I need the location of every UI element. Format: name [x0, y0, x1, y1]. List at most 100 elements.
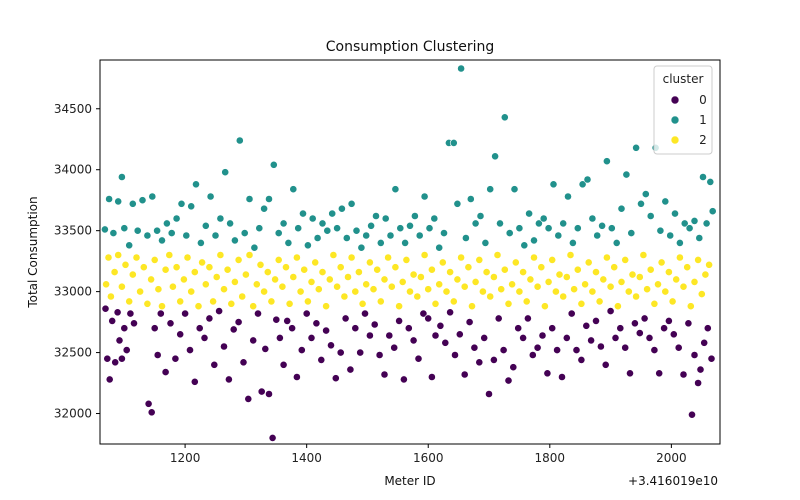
data-point-cluster-2	[424, 285, 433, 294]
data-point-cluster-0	[538, 331, 547, 340]
data-point-cluster-1	[318, 219, 327, 228]
data-point-cluster-2	[165, 251, 174, 259]
data-point-cluster-0	[239, 358, 248, 367]
data-point-cluster-0	[419, 309, 428, 318]
data-point-cluster-0	[611, 333, 620, 342]
data-point-cluster-1	[260, 204, 268, 213]
data-point-cluster-2	[256, 260, 265, 269]
data-point-cluster-0	[480, 333, 489, 342]
data-point-cluster-2	[110, 268, 119, 276]
data-point-cluster-0	[249, 336, 258, 345]
data-point-cluster-2	[336, 263, 345, 272]
data-point-cluster-1	[695, 234, 704, 242]
legend-title: cluster	[663, 72, 704, 86]
data-point-cluster-0	[272, 315, 281, 324]
data-point-cluster-0	[361, 309, 369, 318]
data-point-cluster-1	[530, 236, 538, 245]
data-point-cluster-2	[533, 282, 542, 291]
data-point-cluster-2	[632, 292, 640, 301]
data-point-cluster-1	[607, 224, 616, 233]
data-point-cluster-2	[278, 282, 287, 291]
data-point-cluster-0	[297, 346, 306, 354]
data-point-cluster-2	[639, 251, 648, 259]
data-point-cluster-1	[279, 219, 288, 228]
y-tick-label: 33000	[54, 285, 92, 299]
data-point-cluster-2	[354, 268, 363, 276]
data-point-cluster-2	[143, 299, 152, 308]
data-point-cluster-0	[606, 307, 615, 315]
data-point-cluster-0	[567, 309, 576, 318]
data-point-cluster-2	[322, 302, 330, 311]
data-point-cluster-0	[268, 433, 277, 442]
data-point-cluster-1	[449, 138, 458, 147]
data-point-cluster-1	[294, 224, 303, 233]
data-point-cluster-0	[674, 343, 683, 352]
data-point-cluster-1	[554, 231, 563, 240]
data-point-cluster-2	[114, 251, 123, 259]
data-point-cluster-1	[666, 231, 675, 240]
data-point-cluster-0	[224, 375, 233, 384]
data-point-cluster-2	[541, 302, 549, 311]
data-point-cluster-1	[342, 234, 351, 242]
data-point-cluster-1	[299, 209, 307, 218]
data-point-cluster-0	[395, 316, 403, 325]
data-point-cluster-0	[341, 314, 350, 323]
data-point-cluster-0	[317, 355, 326, 364]
data-point-cluster-0	[436, 321, 445, 330]
legend-marker-1	[670, 115, 680, 125]
data-point-cluster-1	[138, 196, 147, 205]
data-point-cluster-0	[312, 319, 321, 328]
x-offset-label: +3.416019e10	[628, 474, 718, 488]
data-point-cluster-1	[699, 173, 707, 181]
data-point-cluster-0	[665, 316, 673, 325]
data-point-cluster-1	[569, 238, 577, 247]
data-point-cluster-2	[438, 258, 447, 267]
data-point-cluster-2	[453, 275, 462, 284]
data-point-cluster-0	[111, 358, 120, 367]
data-point-cluster-2	[125, 297, 134, 306]
data-point-cluster-1	[245, 195, 254, 203]
data-point-cluster-0	[346, 365, 355, 374]
data-point-cluster-2	[227, 299, 236, 308]
data-point-cluster-0	[283, 316, 292, 325]
data-point-cluster-1	[153, 226, 161, 235]
data-point-cluster-1	[221, 168, 230, 177]
data-point-cluster-0	[519, 333, 527, 342]
data-point-cluster-1	[646, 212, 655, 220]
data-point-cluster-2	[285, 299, 294, 308]
data-point-cluster-2	[460, 282, 469, 291]
data-point-cluster-1	[284, 238, 293, 247]
data-point-cluster-1	[415, 231, 424, 240]
data-point-cluster-1	[481, 238, 490, 247]
data-point-cluster-2	[395, 302, 403, 311]
data-point-cluster-1	[114, 197, 123, 206]
data-point-cluster-2	[650, 299, 659, 308]
data-point-cluster-2	[318, 268, 327, 276]
data-point-cluster-2	[198, 258, 206, 267]
data-point-cluster-2	[391, 263, 400, 272]
data-point-cluster-0	[375, 351, 384, 359]
data-point-cluster-1	[471, 219, 480, 228]
data-point-cluster-1	[706, 177, 715, 186]
data-point-cluster-1	[671, 209, 679, 218]
data-point-cluster-1	[167, 229, 176, 237]
data-point-cluster-2	[668, 297, 677, 306]
data-point-cluster-0	[385, 331, 394, 340]
data-point-cluster-1	[177, 199, 186, 208]
data-point-cluster-0	[694, 379, 702, 387]
data-point-cluster-1	[410, 212, 419, 220]
data-point-cluster-0	[113, 308, 122, 317]
data-point-cluster-0	[265, 390, 273, 398]
data-point-cluster-2	[347, 253, 356, 262]
data-point-cluster-1	[362, 231, 371, 240]
data-point-cluster-2	[136, 287, 144, 296]
data-point-cluster-2	[705, 260, 713, 269]
data-point-cluster-2	[128, 270, 137, 279]
data-point-cluster-0	[307, 333, 316, 342]
data-point-cluster-0	[446, 308, 454, 317]
data-point-cluster-2	[657, 258, 666, 267]
data-point-cluster-0	[696, 365, 705, 374]
data-point-cluster-1	[430, 214, 439, 223]
data-point-cluster-0	[655, 369, 664, 378]
data-point-cluster-0	[257, 387, 266, 396]
